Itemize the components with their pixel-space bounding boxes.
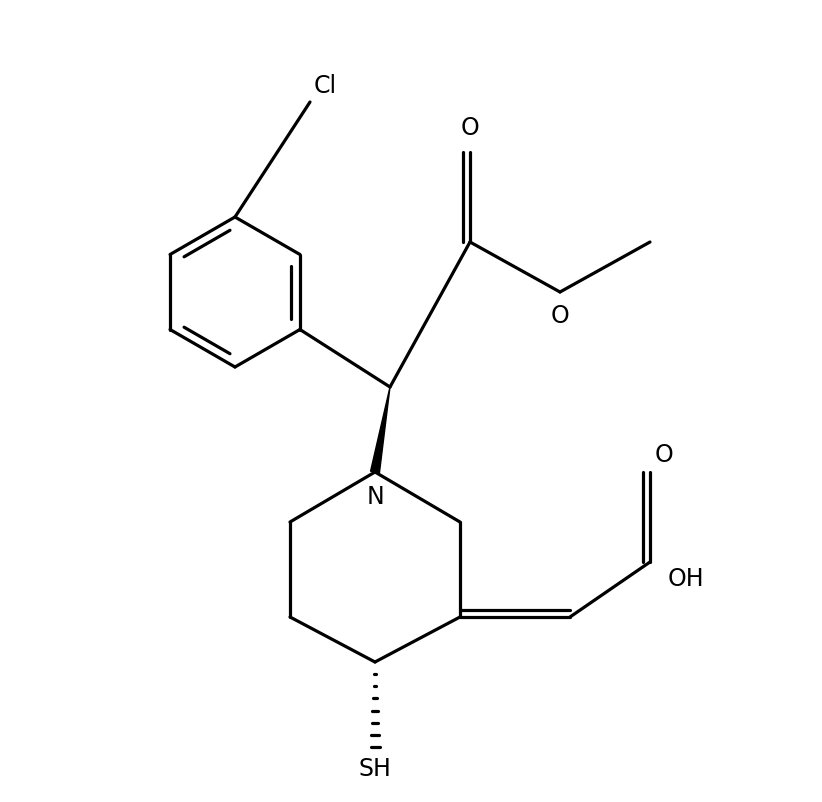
Text: OH: OH <box>668 567 704 591</box>
Polygon shape <box>371 387 390 473</box>
Text: O: O <box>460 116 479 140</box>
Text: O: O <box>551 304 570 328</box>
Text: N: N <box>366 485 384 509</box>
Text: Cl: Cl <box>314 74 337 98</box>
Text: O: O <box>655 443 674 467</box>
Text: SH: SH <box>358 757 391 781</box>
